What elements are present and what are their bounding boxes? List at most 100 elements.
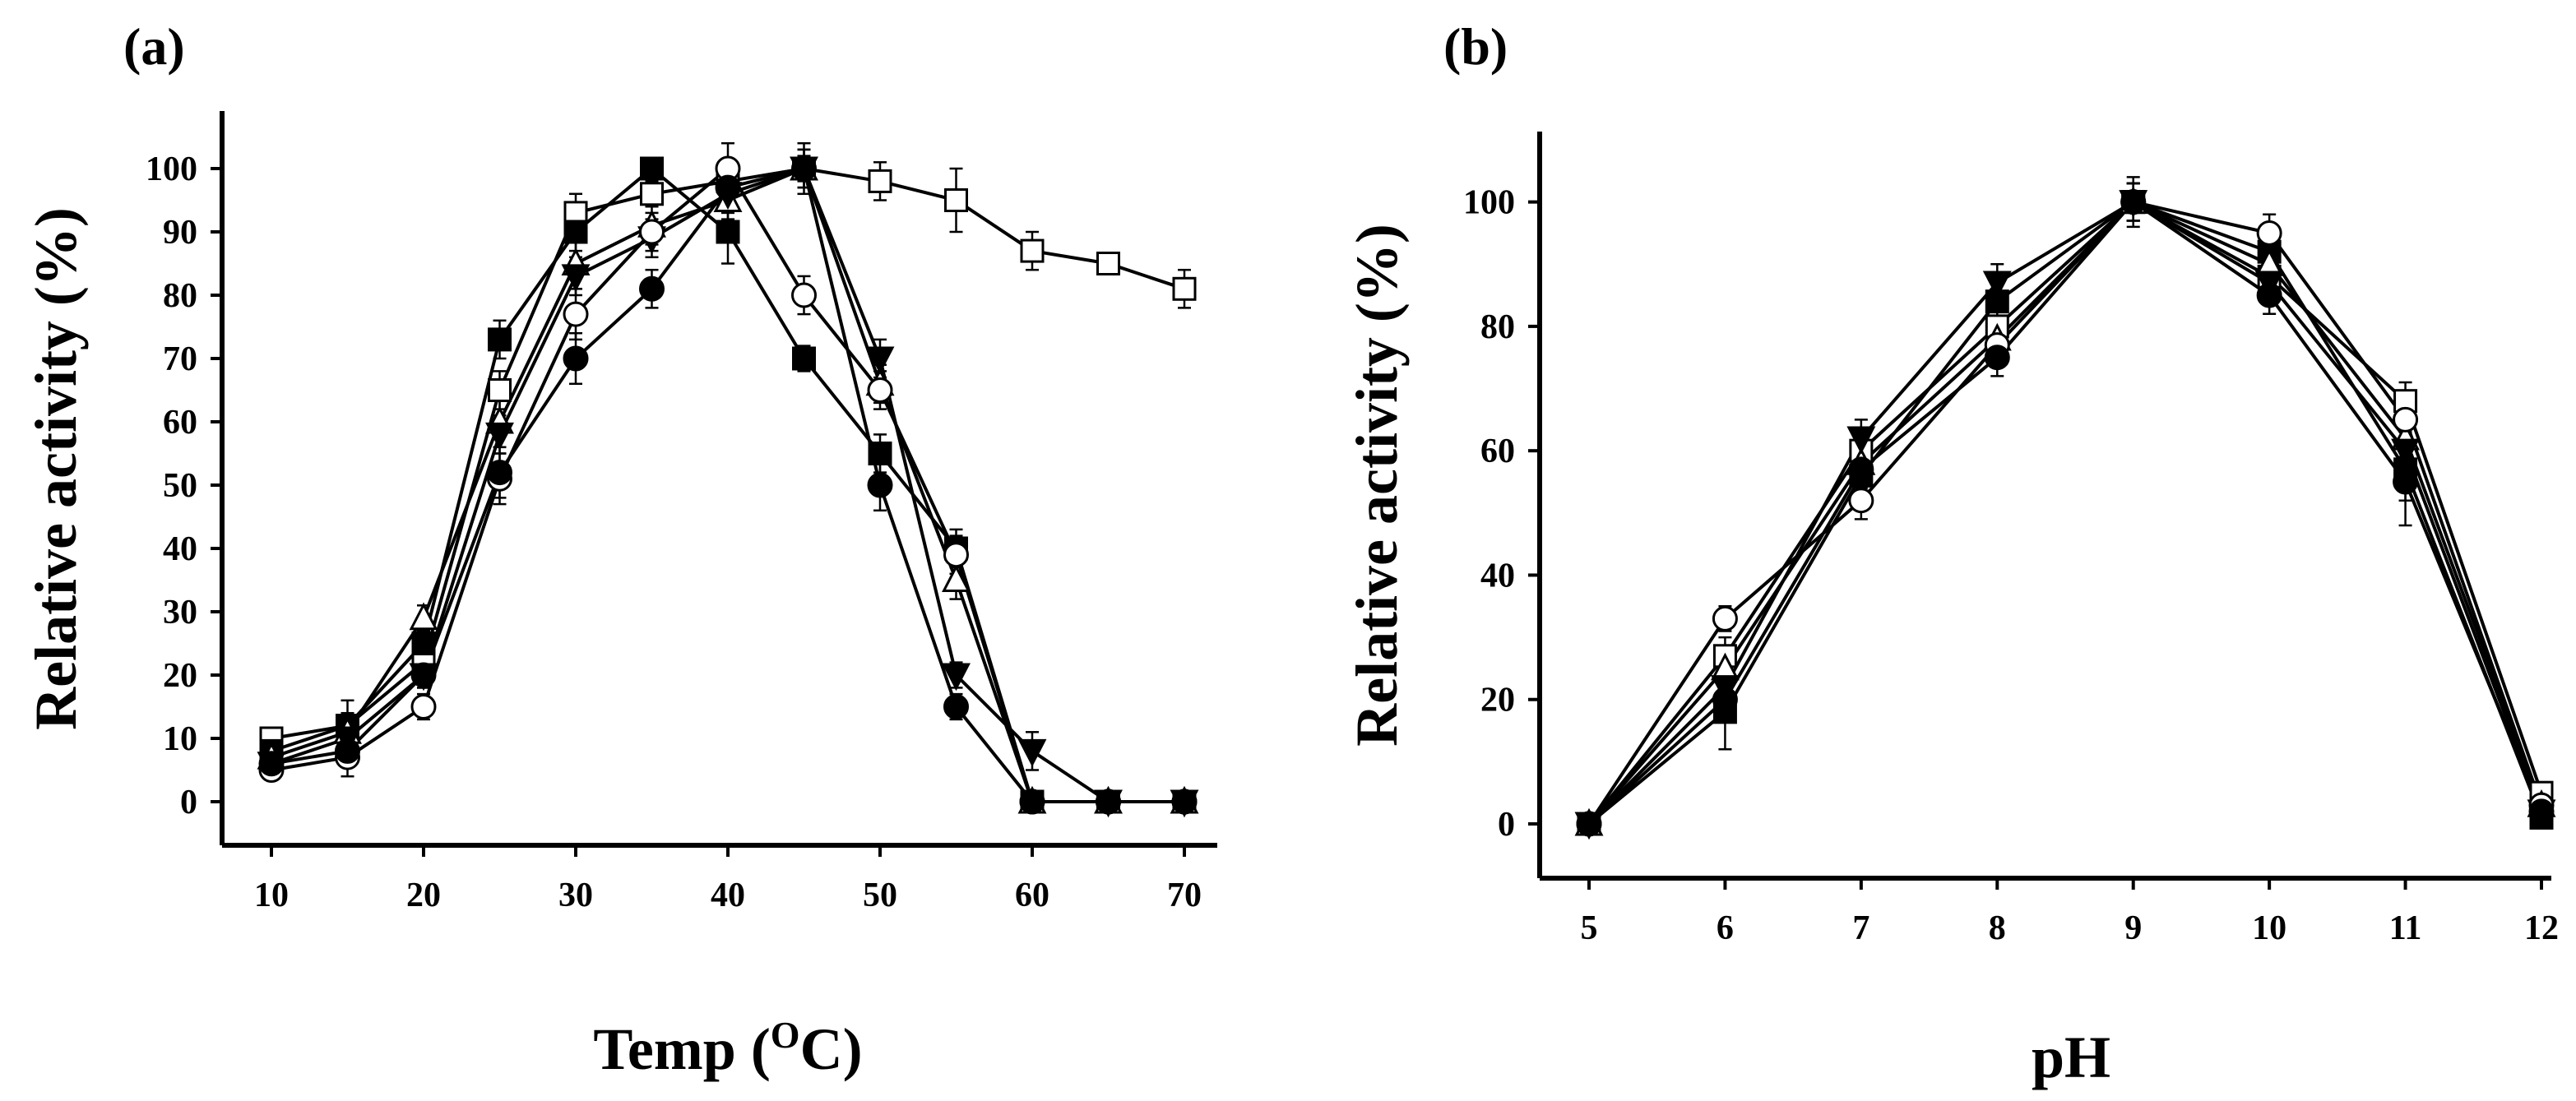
panel-b-series-open-square-line <box>1587 200 2543 826</box>
panel-b-y-tick-label: 100 <box>1463 184 1515 222</box>
panel-b-point-filled-circle <box>1576 811 1602 837</box>
panel-a-point-open-circle <box>563 301 589 327</box>
panel-a-point-filled-square <box>792 346 816 371</box>
panel-a-x-tick-label: 40 <box>711 877 745 914</box>
panel-a-label: (a) <box>123 17 185 76</box>
panel-a-point-filled-circle <box>563 345 589 372</box>
panel-b-point-filled-circle <box>1848 456 1874 483</box>
panel-a-point-filled-circle <box>258 751 285 777</box>
panel-a-point-filled-square <box>716 220 740 244</box>
panel-a-point-open-circle <box>943 542 969 568</box>
panel-b-point-open-circle <box>2393 406 2419 433</box>
panel-b-xlabel: pH <box>2032 1025 2110 1090</box>
panel-a-point-filled-circle <box>715 174 741 201</box>
panel-a-point-open-square <box>868 169 892 193</box>
panel-a-point-filled-triangle-down <box>1017 738 1047 767</box>
panel-b-x-tick-label: 10 <box>2252 909 2286 947</box>
panel-b-point-open-circle <box>1712 605 1738 631</box>
panel-a-point-open-square <box>1020 238 1045 263</box>
panel-b-x-tick-label: 12 <box>2524 909 2559 947</box>
panel-a-point-open-square <box>1172 276 1197 301</box>
panel-a-point-open-circle <box>867 377 893 403</box>
panel-b-series-open-triangle-line <box>1587 200 2543 826</box>
panel-b-plot: 5 6 7 8 9 10 11 12 0 20 40 60 80 100 <box>1463 132 2559 947</box>
panel-a-point-filled-square <box>488 327 512 352</box>
panel-a-y-tick-label: 10 <box>163 720 197 758</box>
panel-a-point-open-circle <box>410 694 437 719</box>
panel-b-series-filled-triangle-down-line <box>1587 200 2543 826</box>
panel-a-point-filled-triangle-down <box>865 346 895 375</box>
panel-a-point-open-square <box>640 182 664 206</box>
panel-a-plot: 10 20 30 40 50 60 70 0 10 20 30 40 50 60 70 80 90 100 <box>146 111 1217 914</box>
panel-a-point-filled-square <box>640 156 664 181</box>
panel-a-x-tick-label: 30 <box>558 877 593 914</box>
panel-a-point-open-circle <box>639 219 665 245</box>
panel-a-point-filled-circle <box>1096 789 1121 815</box>
panel-a-point-open-circle <box>791 282 817 308</box>
panel-b-x-tick-label: 5 <box>1581 909 1598 947</box>
panel-a-ylabel: Relative activity (%) <box>23 207 89 730</box>
panel-a-point-filled-circle <box>639 275 665 302</box>
panel-b-point-filled-circle <box>2256 282 2282 308</box>
panel-a-point-filled-square <box>563 220 588 244</box>
panel-b-point-filled-circle <box>2393 469 2419 495</box>
panel-a-point-open-triangle <box>942 564 971 592</box>
panel-a-point-open-triangle <box>409 602 438 631</box>
panel-a-point-filled-triangle-down <box>485 422 514 451</box>
panel-b-x-tick-label: 6 <box>1717 909 1734 947</box>
panel-a-point-filled-circle <box>1171 789 1198 815</box>
panel-a-x-tick-label: 50 <box>863 877 897 914</box>
panel-a-xlabel-sup: O <box>771 1014 800 1056</box>
panel-b-x-tick-label: 7 <box>1852 909 1869 947</box>
panel-b-y-tick-label: 20 <box>1480 682 1515 719</box>
panel-b-label: (b) <box>1443 17 1508 76</box>
panel-b-y-tick-label: 40 <box>1480 557 1515 594</box>
panel-b-y-tick-label: 0 <box>1498 806 1515 844</box>
panel-b-x-tick-label: 8 <box>1989 909 2006 947</box>
panel-a-y-tick-label: 90 <box>163 214 197 252</box>
panel-a-point-filled-circle <box>791 155 817 182</box>
panel-a-x-tick-label: 60 <box>1015 877 1049 914</box>
panel-a-y-tick-label: 80 <box>163 277 197 315</box>
panel-b-point-filled-circle <box>1984 345 2010 371</box>
panel-a-y-tick-label: 40 <box>163 530 197 568</box>
panel-a-y-tick-label: 70 <box>163 340 197 378</box>
panel-b-y-tick-label: 60 <box>1480 433 1515 470</box>
panel-a-y-tick-label: 60 <box>163 404 197 442</box>
panel-b-point-filled-triangle-down <box>1846 426 1876 455</box>
panel-a-y-tick-label: 20 <box>163 657 197 695</box>
panel-b-point-filled-circle <box>1712 687 1738 713</box>
panel-a-point-filled-triangle-down <box>942 663 971 692</box>
panel-a-point-open-square <box>488 378 512 402</box>
panel-b-series-filled-square-line <box>1587 200 2543 826</box>
panel-b-point-open-circle <box>2256 220 2282 246</box>
panel-a-point-open-square <box>944 188 968 212</box>
panel-b-x-tick-label: 11 <box>2389 909 2422 947</box>
panel-a-xlabel: Temp (OC) <box>593 1014 862 1082</box>
panel-b-ylabel: Relative activity (%) <box>1344 224 1410 747</box>
panel-a-point-filled-circle <box>410 662 437 688</box>
panel-a-point-filled-circle <box>867 472 893 498</box>
panel-b-series-filled-circle-line <box>1587 199 2543 826</box>
panel-a-point-filled-circle <box>1019 789 1045 815</box>
panel-a-point-open-square <box>1096 252 1120 275</box>
panel-a-point-filled-triangle-down <box>561 264 591 293</box>
panel-b-x-tick-label: 9 <box>2124 909 2142 947</box>
panel-b-point-filled-triangle-down <box>2391 438 2421 467</box>
panel-b-series-open-circle-line <box>1587 200 2543 826</box>
panel-b-point-filled-triangle-down <box>1982 271 2012 299</box>
panel-a-point-filled-circle <box>943 694 969 719</box>
panel-a-y-tick-label: 0 <box>180 784 197 821</box>
panel-a-xlabel-tail: C) <box>800 1016 863 1082</box>
panel-a-x-tick-label: 20 <box>406 877 441 914</box>
panel-a-point-filled-circle <box>487 460 512 486</box>
panel-b-point-filled-circle <box>2528 798 2555 825</box>
panel-a-point-filled-square <box>411 631 436 655</box>
panel-a-y-tick-label: 50 <box>163 467 197 505</box>
panel-a-point-filled-square <box>868 442 892 465</box>
panel-b-point-open-circle <box>1848 488 1874 514</box>
panel-a-x-tick-label: 10 <box>254 877 289 914</box>
panel-b-point-filled-circle <box>2120 189 2147 215</box>
panel-a-y-tick-label: 100 <box>146 150 197 188</box>
